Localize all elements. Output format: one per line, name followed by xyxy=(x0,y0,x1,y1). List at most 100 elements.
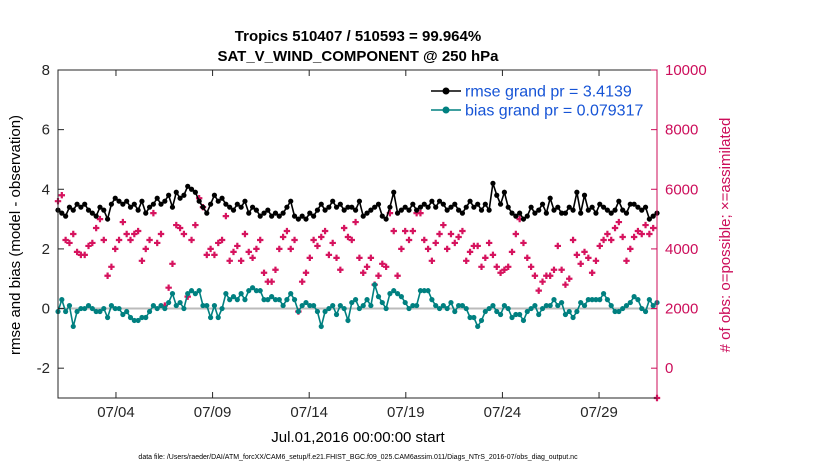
bias-point xyxy=(524,308,530,315)
rmse-point xyxy=(436,198,443,204)
obs-count-marker xyxy=(81,251,88,259)
rmse-point xyxy=(467,198,473,204)
rmse-point xyxy=(452,201,458,207)
bias-point xyxy=(452,308,458,315)
rmse-point xyxy=(242,198,248,204)
obs-count-marker xyxy=(432,239,439,247)
x-tick-label: 07/09 xyxy=(194,404,232,421)
rmse-point xyxy=(330,198,336,204)
bias-point xyxy=(559,299,565,306)
bias-point xyxy=(433,302,439,309)
obs-count-marker xyxy=(58,192,66,199)
obs-count-marker xyxy=(527,263,535,270)
obs-count-marker xyxy=(573,251,581,259)
rmse-point xyxy=(82,201,88,207)
y-right-tick-label: 0 xyxy=(665,360,673,377)
bias-point xyxy=(104,314,111,321)
obs-count-marker xyxy=(463,257,470,265)
obs-count-marker xyxy=(375,272,382,279)
rmse-point xyxy=(211,192,218,198)
obs-count-marker xyxy=(318,233,325,241)
bias-point xyxy=(394,291,401,297)
rmse-point xyxy=(494,192,500,198)
obs-count-marker xyxy=(455,233,462,241)
rmse-point xyxy=(406,207,412,213)
bias-point xyxy=(70,323,76,330)
bias-point xyxy=(471,314,477,321)
bias-point xyxy=(249,285,256,291)
obs-count-marker xyxy=(157,230,165,238)
bias-point xyxy=(246,288,252,294)
bias-point xyxy=(223,291,229,297)
rmse-point xyxy=(116,198,122,204)
bias-point xyxy=(238,291,244,297)
bias-point xyxy=(387,291,393,297)
obs-count-marker xyxy=(566,275,573,282)
bias-point xyxy=(578,299,584,306)
rmse-point xyxy=(307,210,313,216)
obs-count-marker xyxy=(443,245,451,253)
obs-count-marker xyxy=(367,254,375,262)
obs-count-marker xyxy=(440,221,447,229)
bias-point xyxy=(616,308,622,315)
obs-count-marker xyxy=(356,254,363,262)
bias-point xyxy=(295,308,301,315)
bias-point xyxy=(116,305,122,312)
y-tick-label: 8 xyxy=(42,62,50,79)
bias-point xyxy=(78,305,84,312)
obs-count-marker xyxy=(344,233,352,241)
rmse-point xyxy=(299,213,305,219)
obs-count-marker xyxy=(100,236,107,244)
rmse-point xyxy=(284,204,290,210)
obs-count-marker xyxy=(96,215,104,223)
rmse-point xyxy=(562,210,569,216)
rmse-point xyxy=(604,207,611,213)
obs-count-marker xyxy=(474,242,481,250)
bias-point xyxy=(555,302,561,309)
bias-point xyxy=(261,297,267,303)
rmse-point xyxy=(311,213,317,219)
rmse-point xyxy=(70,207,76,213)
rmse-point xyxy=(524,213,530,219)
obs-count-marker xyxy=(123,230,130,238)
bias-point xyxy=(398,294,404,300)
rmse-point xyxy=(497,201,504,207)
obs-count-marker xyxy=(394,272,401,279)
obs-count-marker xyxy=(386,209,394,217)
rmse-point xyxy=(63,213,69,219)
rmse-point xyxy=(356,198,363,204)
y-tick-label: 2 xyxy=(42,241,50,258)
bias-point xyxy=(143,314,149,321)
obs-count-marker xyxy=(436,230,443,238)
obs-count-marker xyxy=(264,278,272,285)
rmse-point xyxy=(158,201,164,207)
rmse-point xyxy=(177,195,183,201)
obs-count-marker xyxy=(600,236,607,244)
bias-point xyxy=(597,297,603,303)
obs-count-marker xyxy=(352,218,359,226)
bias-point xyxy=(501,302,507,309)
rmse-point xyxy=(486,207,492,213)
rmse-point xyxy=(623,210,630,216)
bias-point xyxy=(127,314,134,321)
obs-count-marker xyxy=(279,233,287,241)
bias-point xyxy=(414,302,420,309)
rmse-point xyxy=(322,207,328,213)
y-tick-label: 6 xyxy=(42,122,50,139)
x-tick-label: 07/19 xyxy=(387,404,425,421)
obs-count-marker xyxy=(539,278,546,285)
bias-point xyxy=(360,302,366,309)
bias-point xyxy=(173,302,179,309)
rmse-point xyxy=(227,204,233,210)
obs-count-marker xyxy=(470,242,478,250)
rmse-point xyxy=(581,192,588,198)
obs-count-marker xyxy=(253,245,260,253)
rmse-point xyxy=(597,201,603,207)
obs-count-marker xyxy=(115,236,123,244)
rmse-point xyxy=(265,207,271,213)
obs-count-marker xyxy=(363,263,371,270)
y-right-tick-label: 6000 xyxy=(665,181,698,198)
bias-point xyxy=(112,305,118,312)
rmse-point xyxy=(280,210,286,216)
obs-count-marker xyxy=(85,242,92,250)
